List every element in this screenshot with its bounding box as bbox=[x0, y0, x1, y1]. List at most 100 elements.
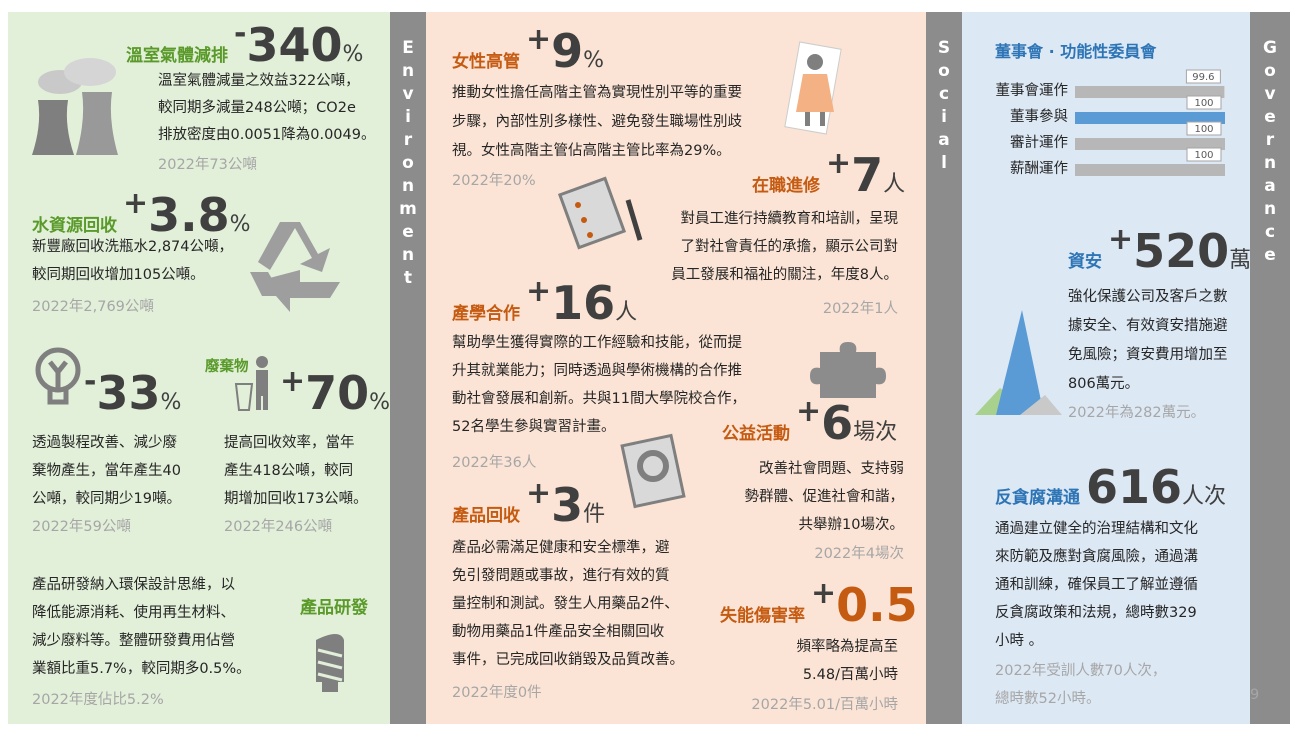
stat-unit: 人 bbox=[615, 302, 637, 324]
body-line: 產品研發納入環保設計思維，以 bbox=[32, 578, 235, 593]
body-line: 據安全、有效資安措施避 bbox=[1068, 319, 1228, 334]
body-line: 提高回收效率，當年 bbox=[224, 436, 355, 451]
body-line: 公噸，較同期少19噸。 bbox=[32, 492, 181, 507]
body-line: 806萬元。 bbox=[1068, 377, 1139, 392]
previous: 2022年36人 bbox=[452, 456, 536, 471]
bar-label: 審計運作 bbox=[1010, 136, 1068, 151]
body-line: 業額比重5.7%，較同期多0.5%。 bbox=[32, 662, 251, 677]
stat-title: 反貪腐溝通 bbox=[995, 490, 1080, 507]
stat-unit: 場次 bbox=[853, 422, 897, 444]
page: 99.6100100100 EnvironmentSocialGovernanc… bbox=[0, 0, 1295, 729]
previous: 2022年度0件 bbox=[452, 686, 542, 701]
stat-sign: - bbox=[234, 19, 246, 49]
stat-unit: % bbox=[583, 50, 604, 72]
body-line: 幫助學生獲得實際的工作經驗和技能，從而提 bbox=[452, 336, 742, 351]
stat-sign: + bbox=[796, 397, 821, 427]
body-line: 勢群體、促進社會和諧， bbox=[745, 490, 905, 505]
stat-unit: 人 bbox=[883, 174, 905, 196]
stat-value: 0.5 bbox=[836, 582, 918, 628]
stat-title: 在職進修 bbox=[752, 178, 820, 195]
stat-value: 33 bbox=[96, 370, 160, 416]
stat-value: 3 bbox=[551, 482, 583, 528]
body-line: 免引發問題或事故，進行有效的質 bbox=[452, 569, 670, 584]
stat-value: 9 bbox=[551, 28, 583, 74]
body-line: 反貪腐政策和法規，總時數329 bbox=[995, 606, 1197, 621]
stat-title: 溫室氣體減排 bbox=[126, 48, 228, 65]
stat-title: 廢棄物 bbox=[205, 360, 249, 375]
body-line: 動社會發展和創新。共與11間大學院校合作， bbox=[452, 392, 746, 407]
body-line: 產生418公噸，較同 bbox=[224, 464, 353, 479]
bar bbox=[1075, 164, 1225, 176]
stat-value: 16 bbox=[551, 280, 615, 326]
stat-title: 水資源回收 bbox=[32, 218, 117, 235]
previous: 總時數52小時。 bbox=[995, 692, 1100, 707]
body-line: 升其就業能力；同時透過與學術機構的合作推 bbox=[452, 364, 742, 379]
stat-value: 70 bbox=[305, 370, 369, 416]
stat-unit: % bbox=[230, 214, 251, 236]
stat-sign: + bbox=[811, 579, 836, 609]
stat: 水資源回收 +3.8% bbox=[32, 192, 251, 238]
previous: 2022年246公噸 bbox=[224, 520, 332, 535]
stat-sign: + bbox=[526, 479, 551, 509]
stat-unit: % bbox=[369, 392, 390, 414]
body-line: 視。女性高階主管佔高階主管比率為29%。 bbox=[452, 144, 731, 159]
body-line: 改善社會問題、支持弱 bbox=[759, 462, 904, 477]
body-line: 動物用藥品1件產品安全相關回收 bbox=[452, 625, 664, 640]
section-label: Governance bbox=[1260, 38, 1280, 268]
previous: 2022年20% bbox=[452, 174, 536, 189]
stat-title: 資安 bbox=[1068, 254, 1102, 271]
document-icon bbox=[622, 435, 684, 506]
stat-title: 產品回收 bbox=[452, 508, 520, 525]
previous: 2022年5.01/百萬小時 bbox=[751, 698, 898, 713]
stat-sign: + bbox=[123, 189, 148, 219]
body-line: 較同期多減量248公噸；CO2e bbox=[158, 101, 356, 116]
stat: 溫室氣體減排-340% bbox=[126, 22, 363, 68]
stat-title: 女性高管 bbox=[452, 54, 520, 71]
body-line: 通過建立健全的治理結構和文化 bbox=[995, 522, 1198, 537]
stat-value: 3.8 bbox=[148, 192, 230, 238]
body-line: 對員工進行持續教育和培訓，呈現 bbox=[681, 212, 899, 227]
body-line: 頻率略為提高至 bbox=[797, 640, 899, 655]
body-line: 新豐廠回收洗瓶水2,874公噸， bbox=[32, 240, 233, 255]
body-line: 來防範及應對貪腐風險，通過溝 bbox=[995, 550, 1198, 565]
board-title: 董事會 · 功能性委員會 bbox=[995, 44, 1156, 60]
stat: 失能傷害率+0.5 bbox=[720, 582, 918, 628]
body-line: 52名學生參與實習計畫。 bbox=[452, 420, 615, 435]
previous: 2022年4場次 bbox=[814, 547, 904, 562]
stat-title: 公益活動 bbox=[722, 426, 790, 443]
previous: 2022年1人 bbox=[823, 302, 898, 317]
body-line: 小時 。 bbox=[995, 634, 1043, 649]
stat: 反貪腐溝通616人次 bbox=[995, 464, 1226, 510]
body-line: 減少廢料等。整體研發費用佔營 bbox=[32, 634, 235, 649]
value-label: 99.6 bbox=[1192, 72, 1214, 83]
body-line: 免風險；資安費用增加至 bbox=[1068, 348, 1228, 363]
stat: 公益活動+6場次 bbox=[722, 400, 897, 446]
body-line: 了對社會責任的承擔，顯示公司對 bbox=[681, 240, 899, 255]
body-line: 推動女性擔任高階主管為實現性別平等的重要 bbox=[452, 86, 742, 101]
stat-unit: % bbox=[342, 44, 363, 66]
body-line: 強化保護公司及客戶之數 bbox=[1068, 290, 1228, 305]
stat-value: 340 bbox=[246, 22, 342, 68]
stat: +70% bbox=[280, 370, 390, 416]
body-line: 期增加回收173公噸。 bbox=[224, 492, 368, 507]
bar-label: 薪酬運作 bbox=[1010, 162, 1068, 177]
value-label: 100 bbox=[1194, 124, 1213, 135]
previous: 2022年59公噸 bbox=[32, 520, 131, 535]
bar-label: 董事會運作 bbox=[996, 84, 1069, 99]
stat-unit: 萬 bbox=[1229, 250, 1251, 272]
stat: -33% bbox=[84, 370, 181, 416]
stat-sign: + bbox=[1108, 225, 1133, 255]
body-line: 共舉辦10場次。 bbox=[799, 518, 904, 533]
body-line: 較同期回收增加105公噸。 bbox=[32, 268, 205, 283]
body-line: 產品必需滿足健康和安全標準，避 bbox=[452, 541, 670, 556]
previous: 2022年73公噸 bbox=[158, 158, 257, 173]
stat-title: 產學合作 bbox=[452, 306, 520, 323]
stat-value: 520 bbox=[1133, 228, 1229, 274]
body-line: 溫室氣體減量之效益322公噸， bbox=[158, 74, 360, 89]
body-line: 通和訓練，確保員工了解並遵循 bbox=[995, 578, 1198, 593]
value-label: 100 bbox=[1194, 98, 1213, 109]
